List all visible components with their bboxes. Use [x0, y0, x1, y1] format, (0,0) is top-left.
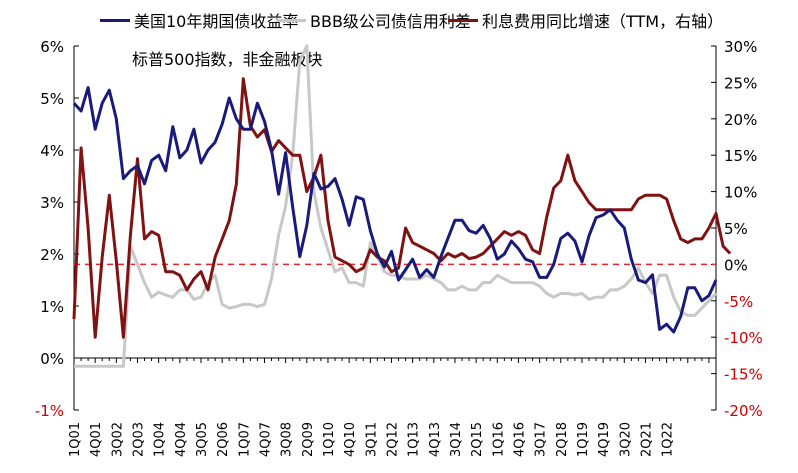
y-right-tick-label: 0%: [724, 256, 748, 274]
x-tick-label: 2Q09: [301, 422, 316, 457]
x-tick-label: 1Q22: [661, 422, 676, 457]
y-left-tick-label: 0%: [40, 350, 64, 368]
y-right-tick-label: 15%: [724, 147, 757, 165]
legend-label-treasury: 美国10年期国债收益率: [134, 12, 299, 31]
legend-swatch-treasury: [100, 18, 130, 22]
x-tick-label: 1Q19: [576, 422, 591, 457]
x-tick-label: 4Q19: [597, 422, 612, 457]
legend-label-bbb: BBB级公司债信用利差: [310, 12, 471, 31]
legend-swatch-interest: [448, 18, 478, 22]
x-tick-label: 3Q08: [280, 422, 295, 457]
chart-annotation: 标普500指数，非金融板块: [132, 50, 323, 69]
x-tick-label: 1Q13: [407, 422, 422, 457]
bbb-spread-line: [74, 44, 718, 368]
x-tick-label: 2Q15: [470, 422, 485, 457]
x-tick-label: 4Q16: [512, 422, 527, 457]
x-tick-label: 1Q01: [68, 422, 83, 457]
y-left-tick-label: 4%: [40, 142, 64, 160]
x-tick-label: 3Q02: [110, 422, 125, 457]
x-tick-label: 4Q13: [428, 422, 443, 457]
y-right-tick-label: -10%: [724, 329, 763, 347]
chart-axes: -1% 0% 1% 2% 3% 4% 5% 6% -20% -15% -10% -5% 0% 5% 10% 1…: [35, 38, 763, 457]
legend-swatch-bbb: [276, 18, 306, 22]
y-right-tick-label: 10%: [724, 184, 757, 202]
y-right-tick-label: -5%: [724, 293, 753, 311]
treasury-yield-line: [72, 86, 718, 334]
x-tick-label: 2Q12: [385, 422, 400, 457]
y-right-tick-label: -20%: [724, 402, 763, 420]
legend-label-interest: 利息费用同比增速（TTM，右轴）: [482, 12, 724, 31]
x-tick-label: 1Q04: [153, 422, 168, 457]
y-left-tick-label: 6%: [40, 38, 64, 56]
y-left-tick-label: 2%: [40, 246, 64, 264]
x-tick-label: 3Q20: [618, 422, 633, 457]
chart-series-layer: [72, 44, 732, 368]
y-right-tick-label: 5%: [724, 220, 748, 238]
y-left-tick-label: 1%: [40, 298, 64, 316]
legend-item-treasury: 美国10年期国债收益率: [100, 8, 298, 32]
x-tick-label: 3Q14: [449, 422, 464, 457]
x-tick-label: 4Q01: [89, 422, 104, 457]
y-left-tick-label: 3%: [40, 194, 64, 212]
x-tick-label: 1Q10: [322, 422, 337, 457]
x-tick-label: 2Q06: [216, 422, 231, 457]
x-tick-label: 2Q18: [555, 422, 570, 457]
legend-item-interest: 利息费用同比增速（TTM，右轴）: [448, 8, 723, 32]
y-left-tick-label: 5%: [40, 90, 64, 108]
x-tick-label: 4Q07: [258, 422, 273, 457]
y-right-tick-label: 25%: [724, 74, 757, 92]
x-tick-label: 1Q07: [237, 422, 252, 457]
x-tick-label: 1Q16: [491, 422, 506, 457]
legend-item-bbb: BBB级公司债信用利差: [276, 8, 471, 32]
x-tick-label: 4Q04: [174, 422, 189, 457]
y-right-tick-label: -15%: [724, 366, 763, 384]
x-tick-label: 3Q05: [195, 422, 210, 457]
x-tick-label: 3Q17: [534, 422, 549, 457]
x-tick-label: 2Q03: [131, 422, 146, 457]
x-tick-label: 3Q11: [364, 422, 379, 457]
interest-growth-line: [72, 77, 732, 339]
y-right-tick-label: 30%: [724, 38, 757, 56]
x-tick-label: 2Q21: [639, 422, 654, 457]
y-right-tick-label: 20%: [724, 111, 757, 129]
legend: 美国10年期国债收益率 BBB级公司债信用利差 利息费用同比增速（TTM，右轴）: [0, 8, 798, 32]
x-tick-label: 4Q10: [343, 422, 358, 457]
y-left-tick-label: -1%: [35, 402, 64, 420]
